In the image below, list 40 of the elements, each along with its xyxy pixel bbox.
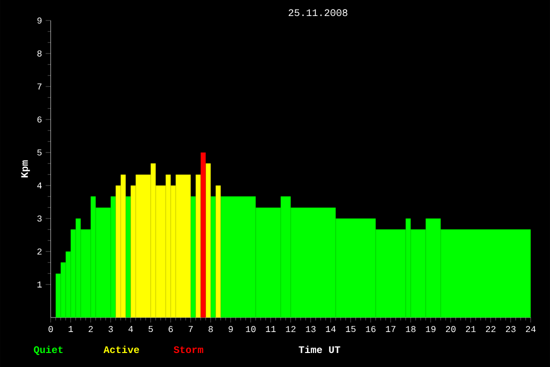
x-tick-label: 2 — [88, 326, 93, 332]
x-tick-label: 5 — [148, 326, 153, 332]
x-tick-label: 10 — [246, 326, 256, 332]
y-axis-title: Kpm — [21, 160, 30, 178]
y-tick-label: 6 — [37, 116, 42, 123]
text: Quiet — [34, 346, 63, 355]
x-tick-label: 11 — [266, 326, 276, 332]
chart-title: 25.11.2008 — [288, 9, 348, 16]
y-tick-label: 2 — [37, 248, 42, 254]
x-tick-label: 4 — [128, 326, 133, 332]
x-tick-label: 13 — [306, 326, 316, 332]
x-tick-label: 23 — [506, 326, 516, 332]
x-tick-label: 15 — [346, 326, 356, 332]
x-tick-label: 9 — [228, 326, 233, 332]
y-tick-label: 8 — [37, 50, 42, 57]
x-tick-label: 16 — [366, 326, 376, 332]
x-tick-label: 8 — [208, 326, 213, 332]
x-tick-label: 20 — [446, 326, 456, 332]
x-tick-label: 1 — [68, 326, 73, 332]
x-axis-title: Time UT — [298, 346, 340, 354]
text: Active — [104, 346, 140, 354]
x-tick-label: 14 — [326, 326, 336, 332]
x-tick-label: 3 — [108, 326, 113, 332]
x-tick-label: 18 — [406, 326, 416, 332]
x-tick-label: 0 — [48, 326, 53, 332]
x-tick-label: 24 — [526, 326, 536, 332]
x-tick-label: 17 — [386, 326, 396, 332]
y-tick-label: 5 — [37, 149, 42, 156]
y-tick-label: 9 — [37, 17, 42, 24]
y-tick-label: 7 — [37, 84, 42, 90]
y-tick-label: 3 — [37, 215, 42, 222]
y-tick-label: 1 — [37, 282, 42, 288]
x-tick-label: 12 — [286, 326, 296, 332]
x-tick-label: 21 — [466, 326, 476, 332]
x-tick-label: 6 — [168, 326, 173, 332]
x-tick-label: 19 — [426, 326, 436, 332]
x-tick-label: 22 — [486, 326, 496, 332]
text: Storm — [174, 346, 204, 354]
x-tick-label: 7 — [188, 326, 193, 332]
y-tick-label: 4 — [37, 182, 42, 188]
